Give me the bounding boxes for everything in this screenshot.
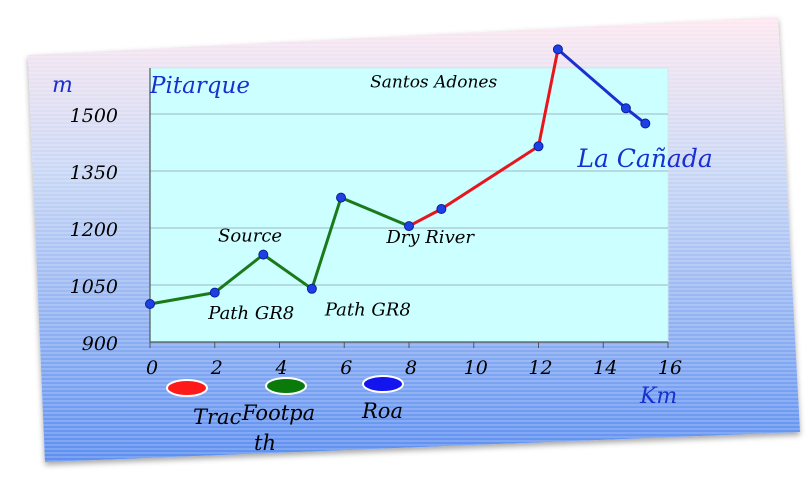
x-tick-label: 4 (274, 357, 287, 379)
legend-label: Roa (361, 399, 403, 423)
data-point (306, 283, 317, 294)
y-tick-label: 900 (82, 333, 118, 355)
y-unit-label: m (52, 73, 73, 98)
legend-label: Trac (193, 405, 242, 429)
data-point (145, 299, 155, 309)
data-points (145, 44, 651, 309)
chart-annotation: Path GR8 (324, 299, 411, 320)
series-segment-track (537, 47, 560, 148)
y-tick-label: 1500 (70, 105, 118, 127)
legend-swatch (265, 377, 307, 395)
x-tick-label: 8 (405, 357, 417, 379)
legend-swatch (362, 375, 404, 393)
legend: Trac Footpa th Roa (166, 375, 404, 455)
legend-label: Footpa th (241, 401, 315, 455)
series-segment-footpath (213, 253, 265, 295)
y-tick-label: 1200 (70, 219, 118, 241)
series-segment-footpath (148, 291, 217, 306)
chart-annotation: Santos Adones (370, 72, 497, 92)
data-point (209, 287, 220, 298)
series-segment-footpath (261, 253, 314, 291)
y-tick-label: 1350 (70, 162, 118, 184)
chart-annotation: Dry River (385, 227, 475, 248)
data-point (436, 204, 447, 214)
x-tick-label: 0 (146, 357, 158, 379)
chart-annotation: Source (218, 225, 282, 246)
x-tick-label: 14 (593, 357, 617, 379)
x-tick-label: 10 (464, 357, 488, 379)
annotations: Pitarque Santos Adones La Cañada Source Dry … (149, 72, 713, 324)
series-segment-road (556, 47, 628, 110)
x-tick-label: 12 (528, 357, 552, 379)
data-point (404, 221, 414, 232)
series-segment-track (439, 144, 540, 211)
data-point (640, 118, 651, 129)
series-lines (148, 47, 647, 306)
tick-labels: 900 1050 1200 1350 1500 0 2 4 6 8 10 12 14 16 (70, 105, 682, 379)
data-point (258, 249, 269, 260)
x-tick-label: 16 (658, 357, 682, 379)
x-unit-label: Km (639, 384, 677, 409)
x-tick-label: 6 (340, 357, 352, 379)
chart-annotation: Path GR8 (207, 303, 294, 324)
series-segment-track (407, 207, 443, 228)
data-point (552, 44, 563, 55)
series-segment-footpath (310, 196, 343, 291)
y-tick-label: 1050 (70, 276, 118, 298)
chart-annotation: La Cañada (576, 144, 712, 173)
data-point (336, 192, 347, 203)
data-point (533, 141, 544, 152)
legend-swatch (166, 379, 208, 397)
chart-annotation: Pitarque (149, 73, 250, 99)
data-point (620, 103, 631, 114)
x-tick-label: 2 (210, 357, 223, 379)
series-segment-footpath (339, 196, 411, 228)
